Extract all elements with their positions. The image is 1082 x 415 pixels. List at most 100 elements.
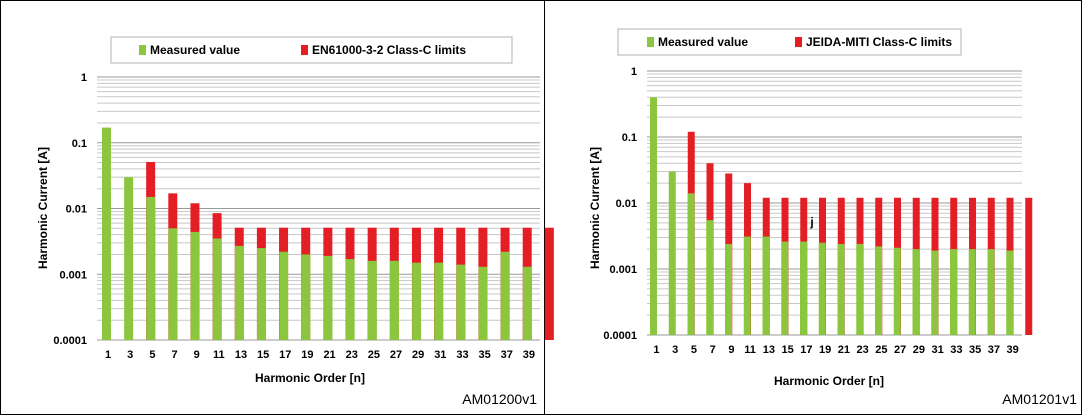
- bar-measured: [102, 127, 111, 340]
- x-tick-label: 33: [456, 349, 468, 361]
- x-tick-label: 13: [235, 349, 247, 361]
- bar-limit: [1025, 197, 1033, 335]
- x-tick-label: 25: [875, 344, 887, 356]
- legend-label-limit: EN61000-3-2 Class-C limits: [312, 43, 466, 57]
- bar-measured: [124, 177, 134, 340]
- bar-measured: [912, 249, 920, 335]
- bar-measured: [389, 260, 399, 340]
- y-tick-label: 0.1: [72, 138, 87, 150]
- bar-measured: [500, 251, 510, 340]
- bar-measured: [725, 243, 732, 335]
- annotation: j: [809, 215, 813, 229]
- x-tick-label: 35: [969, 344, 981, 356]
- bar-measured: [818, 242, 826, 335]
- x-tick-label: 1: [105, 349, 111, 361]
- y-axis-title: Harmonic Current [A]: [588, 147, 602, 269]
- legend-label-measured: Measured value: [150, 43, 240, 57]
- x-tick-label: 19: [819, 344, 831, 356]
- y-tick-label: 0.01: [66, 204, 87, 216]
- x-tick-label: 17: [800, 344, 812, 356]
- x-tick-label: 19: [301, 349, 313, 361]
- x-tick-label: 17: [279, 349, 291, 361]
- x-tick-label: 25: [368, 349, 380, 361]
- y-axis-title: Harmonic Current [A]: [36, 147, 50, 269]
- bar-measured: [257, 248, 267, 340]
- x-tick-label: 7: [171, 349, 177, 361]
- x-tick-label: 39: [1007, 344, 1019, 356]
- bar-measured: [234, 245, 244, 340]
- bar-measured: [781, 241, 789, 335]
- legend-box: [110, 36, 513, 64]
- x-tick-label: 23: [857, 344, 869, 356]
- x-tick-label: 21: [838, 344, 850, 356]
- bar-limit: [544, 227, 554, 340]
- legend-label-measured: Measured value: [658, 35, 748, 49]
- figure-code: AM01201v1: [1002, 391, 1077, 407]
- x-axis-title: Harmonic Order [n]: [774, 374, 884, 388]
- bar-measured: [522, 266, 532, 340]
- x-tick-label: 7: [710, 344, 716, 356]
- bar-measured: [301, 254, 311, 340]
- panel-separator: [544, 0, 545, 415]
- legend: Measured value EN61000-3-2 Class-C limits: [110, 36, 513, 64]
- bar-measured: [412, 262, 422, 340]
- bar-measured: [434, 262, 444, 340]
- x-tick-label: 37: [501, 349, 513, 361]
- x-tick-label: 9: [194, 349, 200, 361]
- bar-measured: [1006, 250, 1014, 335]
- x-tick-label: 29: [412, 349, 424, 361]
- bar-measured: [743, 236, 751, 335]
- bar-measured: [837, 243, 845, 335]
- bar-measured: [856, 243, 864, 335]
- x-tick-label: 13: [763, 344, 775, 356]
- bar-measured: [279, 251, 289, 340]
- x-tick-label: 35: [479, 349, 491, 361]
- bar-measured: [987, 249, 995, 335]
- bar-measured: [323, 255, 333, 340]
- bar-measured: [478, 266, 488, 340]
- x-tick-label: 15: [257, 349, 269, 361]
- x-tick-label: 29: [913, 344, 925, 356]
- y-tick-label: 0.01: [616, 198, 637, 210]
- x-tick-label: 9: [728, 344, 734, 356]
- bar-measured: [456, 264, 466, 340]
- legend-swatch-limit: [301, 45, 308, 55]
- figure-code: AM01200v1: [462, 391, 537, 407]
- bar-measured: [668, 171, 676, 335]
- x-tick-label: 37: [988, 344, 1000, 356]
- x-tick-label: 3: [127, 349, 133, 361]
- legend-swatch-limit: [795, 37, 802, 47]
- x-tick-label: 31: [434, 349, 446, 361]
- x-tick-label: 33: [950, 344, 962, 356]
- y-tick-label: 1: [81, 72, 87, 84]
- bar-measured: [931, 250, 939, 335]
- y-tick-label: 0.1: [622, 132, 637, 144]
- x-tick-label: 15: [782, 344, 794, 356]
- x-tick-label: 1: [653, 344, 659, 356]
- bar-measured: [950, 249, 957, 335]
- y-tick-label: 1: [631, 66, 637, 78]
- legend: Measured value JEIDA-MITI Class-C limits: [617, 28, 962, 56]
- bar-measured: [190, 231, 200, 340]
- x-tick-label: 27: [390, 349, 402, 361]
- bar-measured: [687, 193, 695, 335]
- bar-measured: [968, 249, 976, 335]
- bar-measured: [212, 238, 222, 340]
- legend-swatch-measured: [139, 45, 146, 55]
- x-tick-label: 5: [691, 344, 697, 356]
- x-tick-label: 27: [894, 344, 906, 356]
- x-axis-title: Harmonic Order [n]: [255, 371, 365, 385]
- bar-measured: [650, 97, 657, 335]
- legend-label-limit: JEIDA-MITI Class-C limits: [806, 35, 952, 49]
- y-tick-label: 0.0001: [53, 335, 87, 347]
- x-tick-label: 23: [346, 349, 358, 361]
- bar-measured: [762, 236, 770, 335]
- bar-measured: [367, 260, 377, 340]
- legend-box: [617, 28, 962, 56]
- bar-measured: [800, 241, 807, 335]
- x-tick-label: 39: [523, 349, 535, 361]
